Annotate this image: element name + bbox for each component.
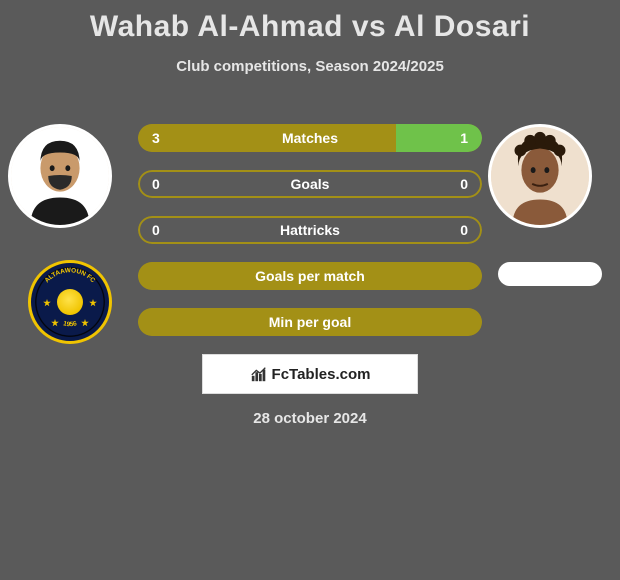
bar-label: Goals per match — [138, 262, 482, 290]
bar-label: Matches — [138, 124, 482, 152]
player-left-club-badge: ALTAAWOUN FC 1956 — [28, 260, 112, 344]
date: 28 october 2024 — [0, 410, 620, 427]
bar-label: Goals — [138, 170, 482, 198]
subtitle: Club competitions, Season 2024/2025 — [0, 58, 620, 75]
bar-label: Hattricks — [138, 216, 482, 244]
player-right-photo — [488, 124, 592, 228]
player-right-club-badge — [498, 262, 602, 286]
bar-label: Min per goal — [138, 308, 482, 336]
comparison-card: Wahab Al-Ahmad vs Al Dosari Club competi… — [0, 0, 620, 580]
page-title: Wahab Al-Ahmad vs Al Dosari — [0, 0, 620, 44]
bar-row: 31Matches — [138, 124, 482, 152]
bar-row: 00Hattricks — [138, 216, 482, 244]
watermark-text: FcTables.com — [272, 366, 371, 383]
watermark: FcTables.com — [202, 354, 418, 394]
bar-row: 00Goals — [138, 170, 482, 198]
fctables-logo-icon — [250, 365, 268, 383]
comparison-bars: 31Matches 00Goals 00Hattricks Goals per mat… — [138, 124, 482, 354]
bar-row: Min per goal — [138, 308, 482, 336]
svg-text:1956: 1956 — [62, 320, 77, 328]
club-badge-text-icon: ALTAAWOUN FC 1956 — [31, 263, 109, 341]
bar-row: Goals per match — [138, 262, 482, 290]
player-left-avatar-icon — [11, 127, 109, 225]
player-right-avatar-icon — [491, 127, 589, 225]
player-left-photo — [8, 124, 112, 228]
svg-text:ALTAAWOUN FC: ALTAAWOUN FC — [44, 267, 97, 284]
